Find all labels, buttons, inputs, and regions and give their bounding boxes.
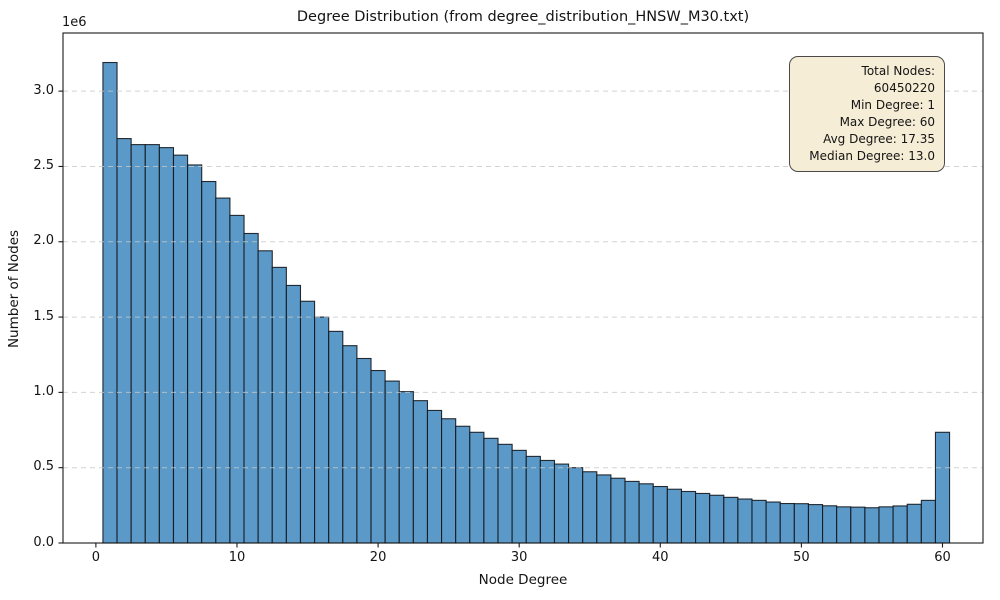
histogram-bar: [793, 503, 810, 544]
y-tick-label: 1.5: [33, 308, 54, 324]
histogram-bar: [243, 232, 259, 544]
histogram-bar: [356, 357, 372, 544]
y-tick-label: 3.0: [33, 82, 54, 98]
y-tick-label: 2.0: [33, 233, 54, 249]
histogram-bar: [130, 144, 146, 544]
histogram-bar: [765, 501, 781, 544]
chart-title: Degree Distribution (from degree_distrib…: [296, 9, 750, 25]
histogram-bar: [257, 250, 273, 544]
histogram-bar: [638, 483, 654, 544]
histogram-bar: [328, 330, 344, 544]
histogram-bar: [483, 437, 499, 544]
axes-spines: [62, 32, 984, 544]
histogram-bar: [172, 154, 189, 544]
histogram-bar: [215, 197, 231, 544]
histogram-bar: [680, 490, 697, 544]
x-tick-label: 30: [510, 550, 528, 565]
histogram-bar: [370, 369, 386, 544]
histogram-bar: [807, 504, 824, 544]
histogram-bar: [553, 463, 570, 544]
histogram-bar: [455, 425, 471, 544]
histogram-bar: [497, 443, 513, 544]
x-tick-label: 40: [652, 550, 669, 565]
histogram-bar: [102, 61, 118, 544]
stat-min-degree: Min Degree: 1: [850, 97, 935, 112]
y-tick-label: 0.0: [33, 534, 54, 550]
histogram-bar: [285, 284, 302, 544]
histogram-bar: [709, 494, 725, 544]
histogram-bar: [864, 507, 880, 544]
histogram-bar: [314, 316, 330, 544]
histogram-bar: [751, 499, 767, 544]
x-tick-label: 0: [91, 550, 101, 565]
histogram-bar: [666, 488, 683, 544]
histogram-bar: [144, 144, 160, 544]
y-tick-label: 1.0: [33, 383, 54, 399]
histogram-bar: [568, 467, 584, 544]
histogram-bar: [539, 459, 556, 544]
histogram-bar: [412, 400, 429, 544]
histogram-bar: [850, 506, 866, 544]
x-tick-label: 60: [934, 550, 951, 565]
histogram-bar: [934, 431, 951, 544]
histogram-bar: [342, 345, 358, 544]
y-tick-label: 0.5: [33, 459, 54, 475]
stat-max-degree: Max Degree: 60: [839, 114, 935, 129]
x-tick-label: 10: [228, 550, 246, 565]
histogram-bar: [469, 431, 485, 544]
histogram-bar: [229, 214, 245, 544]
histogram-bar: [511, 449, 527, 544]
histogram-bar: [271, 266, 287, 544]
histogram-bar: [892, 505, 908, 544]
stat-avg-degree: Avg Degree: 17.35: [823, 131, 935, 146]
histogram-bar: [723, 496, 739, 544]
histogram-bar: [610, 477, 626, 544]
histogram-bar: [116, 138, 132, 544]
y-axis-offset-text: 1e6: [62, 15, 87, 30]
histogram-bar: [582, 471, 598, 544]
histogram-bar: [158, 147, 175, 544]
histogram-bar: [441, 418, 457, 544]
histogram-bar: [201, 180, 217, 544]
y-tick-label: 2.5: [33, 157, 54, 173]
histogram-bar: [384, 380, 400, 544]
histogram-bar: [187, 164, 203, 544]
histogram-bar: [836, 506, 852, 544]
histogram-bar: [525, 455, 541, 544]
stat-median-degree: Median Degree: 13.0: [809, 148, 935, 163]
histogram-bar: [299, 300, 316, 544]
stats-annotation-box: Total Nodes: 60450220 Min Degree: 1 Max …: [789, 56, 945, 173]
histogram-bar: [822, 505, 838, 544]
histogram-bar: [779, 502, 795, 544]
histogram-bar: [737, 498, 753, 544]
histogram-bar: [695, 492, 711, 544]
x-tick-label: 50: [793, 550, 810, 565]
x-axis-label: Node Degree: [478, 572, 568, 588]
x-tick-label: 20: [369, 550, 387, 565]
histogram-bar: [596, 474, 612, 544]
histogram-bar: [624, 480, 640, 544]
histogram-bar: [906, 503, 922, 544]
stat-total-nodes: Total Nodes: 60450220: [861, 64, 935, 95]
histogram-bar: [426, 409, 443, 544]
histogram-bar: [920, 499, 937, 544]
histogram-bar: [652, 485, 668, 544]
histogram-bar: [878, 506, 894, 544]
